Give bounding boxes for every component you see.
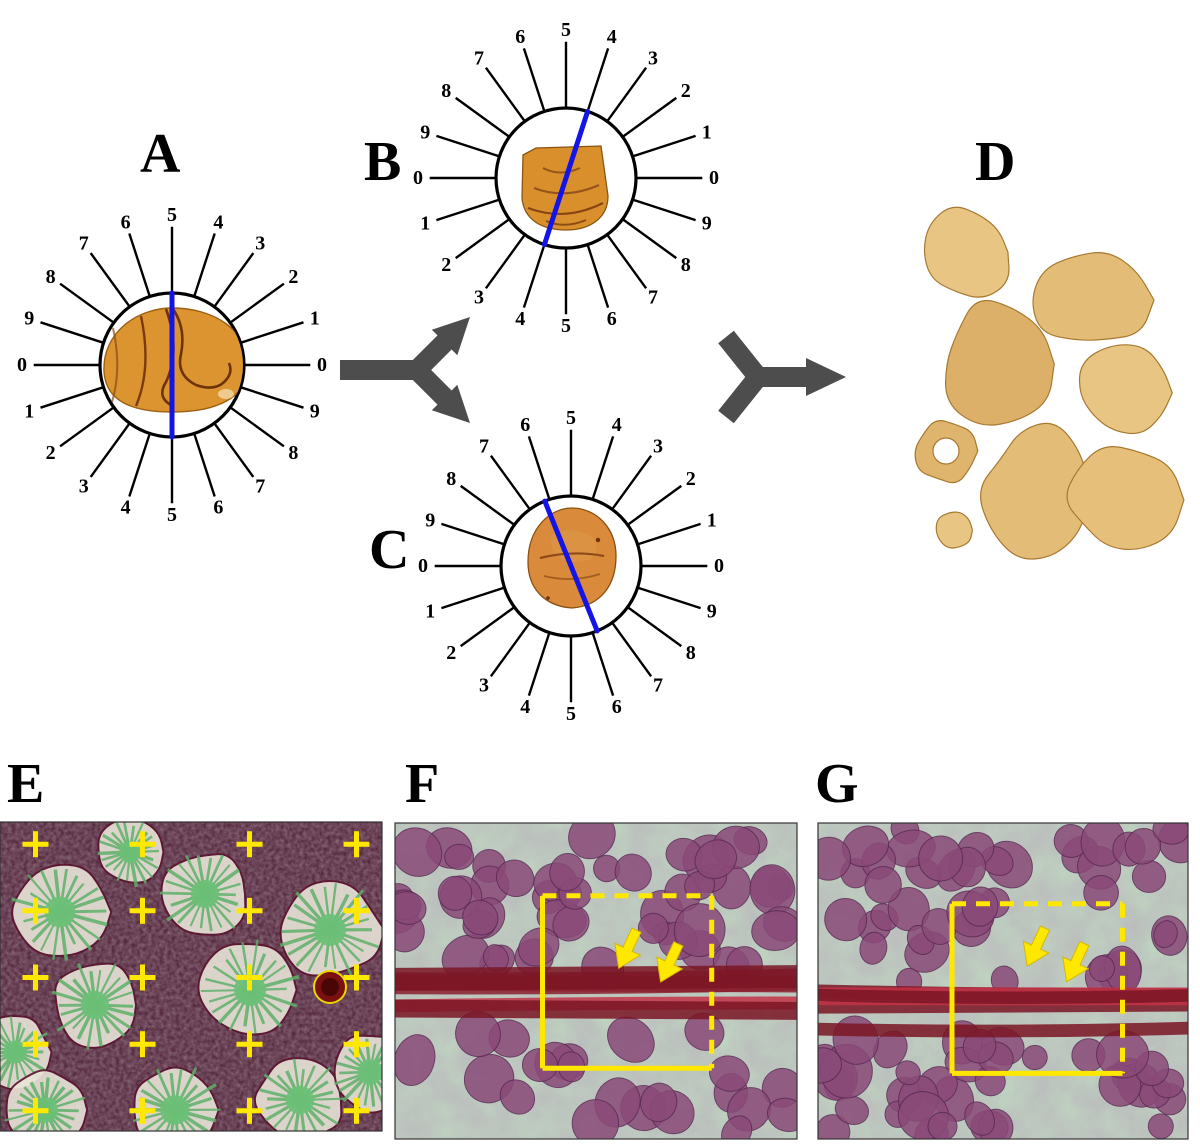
svg-text:3: 3 [648, 47, 658, 69]
svg-text:2: 2 [288, 266, 298, 288]
svg-text:9: 9 [310, 400, 320, 422]
svg-text:1: 1 [310, 308, 320, 330]
svg-text:9: 9 [24, 308, 34, 330]
svg-text:8: 8 [46, 266, 56, 288]
svg-text:8: 8 [681, 254, 691, 276]
svg-text:0: 0 [317, 354, 327, 376]
svg-text:6: 6 [515, 26, 525, 48]
svg-text:1: 1 [24, 400, 34, 422]
svg-text:3: 3 [79, 475, 89, 497]
svg-text:2: 2 [446, 642, 456, 664]
svg-text:8: 8 [446, 468, 456, 490]
svg-text:4: 4 [612, 414, 622, 436]
svg-text:6: 6 [213, 497, 223, 519]
svg-text:9: 9 [707, 601, 717, 623]
svg-text:1: 1 [425, 601, 435, 623]
svg-text:3: 3 [479, 675, 489, 697]
svg-text:4: 4 [515, 308, 525, 330]
svg-text:2: 2 [686, 468, 696, 490]
svg-text:5: 5 [561, 19, 571, 41]
svg-text:6: 6 [520, 414, 530, 436]
svg-text:4: 4 [607, 26, 617, 48]
svg-text:6: 6 [121, 211, 131, 233]
svg-text:0: 0 [418, 555, 428, 577]
svg-text:7: 7 [653, 675, 663, 697]
svg-text:3: 3 [474, 287, 484, 309]
svg-text:5: 5 [566, 703, 576, 725]
svg-text:8: 8 [288, 442, 298, 464]
svg-text:6: 6 [612, 696, 622, 718]
svg-text:1: 1 [420, 213, 430, 235]
svg-text:5: 5 [566, 407, 576, 429]
svg-text:3: 3 [255, 233, 265, 255]
svg-text:7: 7 [648, 287, 658, 309]
svg-text:3: 3 [653, 435, 663, 457]
svg-text:0: 0 [714, 555, 724, 577]
svg-text:9: 9 [702, 213, 712, 235]
svg-text:0: 0 [413, 167, 423, 189]
svg-text:7: 7 [79, 233, 89, 255]
svg-text:1: 1 [707, 509, 717, 531]
svg-text:4: 4 [520, 696, 530, 718]
svg-text:4: 4 [121, 497, 131, 519]
svg-text:7: 7 [479, 435, 489, 457]
svg-text:0: 0 [17, 354, 27, 376]
svg-text:9: 9 [425, 509, 435, 531]
svg-text:7: 7 [474, 47, 484, 69]
svg-text:1: 1 [702, 121, 712, 143]
svg-text:4: 4 [213, 211, 223, 233]
svg-text:2: 2 [441, 254, 451, 276]
svg-text:8: 8 [686, 642, 696, 664]
svg-text:2: 2 [46, 442, 56, 464]
svg-text:8: 8 [441, 80, 451, 102]
svg-text:0: 0 [709, 167, 719, 189]
svg-text:5: 5 [167, 204, 177, 226]
svg-text:9: 9 [420, 121, 430, 143]
svg-text:5: 5 [561, 315, 571, 337]
svg-text:7: 7 [255, 475, 265, 497]
svg-text:6: 6 [607, 308, 617, 330]
svg-text:2: 2 [681, 80, 691, 102]
svg-text:5: 5 [167, 504, 177, 526]
